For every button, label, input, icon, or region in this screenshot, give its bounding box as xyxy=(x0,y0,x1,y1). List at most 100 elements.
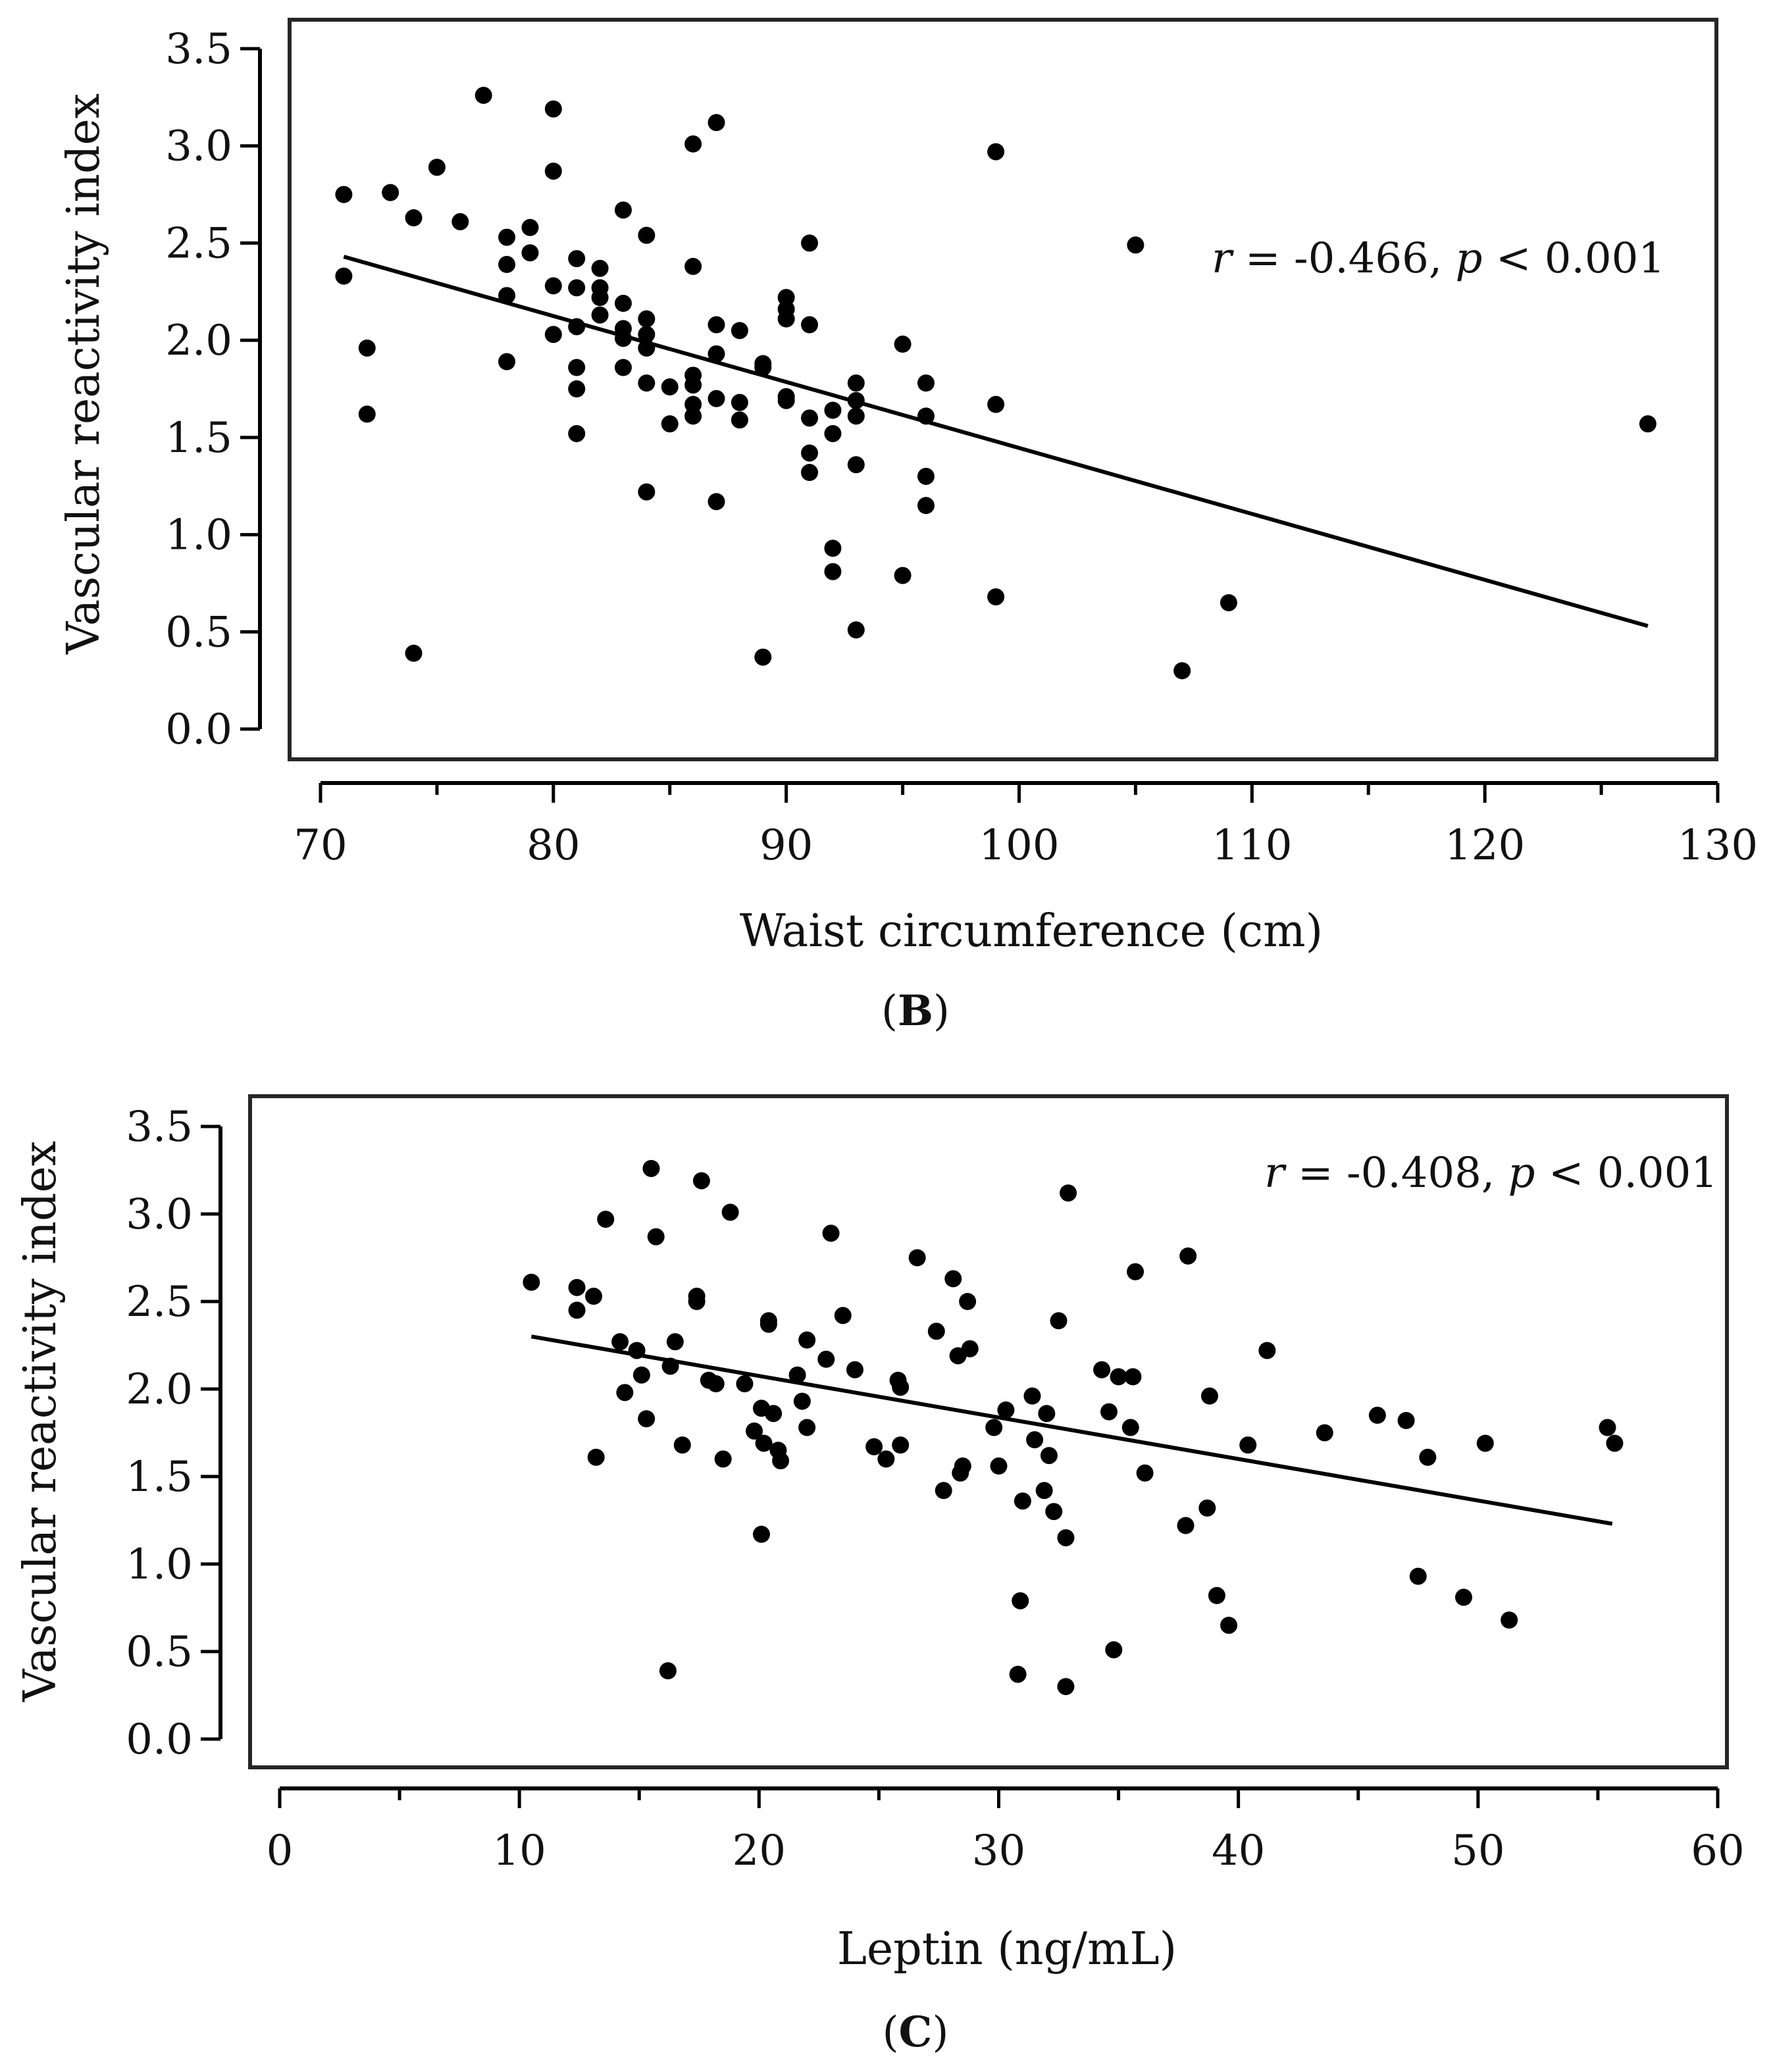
panel-b-data-point xyxy=(335,186,353,203)
panel-c-data-point xyxy=(587,1448,605,1466)
panel-b-data-point xyxy=(754,648,772,666)
panel-b-data-point xyxy=(1173,662,1191,680)
panel-b-data-point xyxy=(614,201,632,219)
panel-b-data-point xyxy=(777,310,795,328)
panel-b-data-point xyxy=(801,234,819,252)
panel-b-y-tick-label: 3.0 xyxy=(165,122,232,171)
panel-b-data-point xyxy=(684,407,702,425)
panel-c-data-point xyxy=(1179,1247,1197,1265)
panel-b-y-tick-label: 2.5 xyxy=(165,219,232,268)
panel-b-points xyxy=(335,86,1657,680)
panel-b-data-point xyxy=(498,353,516,370)
panel-b-data-point xyxy=(894,336,912,353)
panel-c-data-point xyxy=(772,1452,790,1470)
panel-c-data-point xyxy=(959,1293,977,1310)
panel-b-data-point xyxy=(684,135,702,153)
panel-c-data-point xyxy=(759,1315,777,1333)
panel-b-data-point xyxy=(405,209,423,227)
panel-c-y-tick-label: 2.5 xyxy=(126,1278,193,1327)
panel-b-data-point xyxy=(638,310,655,328)
panel-c-data-point xyxy=(752,1525,770,1543)
panel-b-data-point xyxy=(707,345,725,363)
panel-c-data-point xyxy=(1177,1517,1195,1534)
panel-c-data-point xyxy=(1127,1263,1144,1280)
panel-b-data-point xyxy=(591,306,609,324)
panel-c-data-point xyxy=(568,1278,586,1296)
panel-c-trend-line xyxy=(530,1334,1613,1526)
panel-b-y-tick-label: 1.5 xyxy=(165,414,232,463)
panel-c-x-axis-title: Leptin (ng/mL) xyxy=(837,1923,1177,1975)
panel-c-data-point xyxy=(1012,1592,1029,1609)
panel-b-data-point xyxy=(568,424,586,442)
panel-b-x-tick-label: 90 xyxy=(759,821,813,870)
panel-b-data-point xyxy=(1220,594,1237,611)
panel-c-y-tick-label: 0.5 xyxy=(126,1628,193,1677)
panel-c-tick-labels: 0.0 0.5 1.0 1.5 2.0 2.5 3.0 3.5 0 10 20 30 40 50 60 xyxy=(126,1103,1745,1875)
panel-b-data-point xyxy=(731,322,748,340)
panel-c-x-tick-label: 40 xyxy=(1212,1827,1265,1875)
panel-c-data-point xyxy=(1045,1503,1063,1521)
panel-c-data-point xyxy=(611,1333,629,1351)
panel-c-data-point xyxy=(1050,1312,1067,1330)
panel-b-x-tick-label: 110 xyxy=(1212,821,1292,870)
panel-b-data-point xyxy=(638,339,655,357)
panel-c-x-tick-label: 30 xyxy=(972,1827,1025,1875)
panel-c-y-tick-label: 1.5 xyxy=(126,1453,193,1502)
panel-b-data-point xyxy=(824,540,842,557)
panel-b-data-point xyxy=(475,86,492,104)
panel-c-data-point xyxy=(944,1270,962,1288)
panel-b-tick-labels: 0.0 0.5 1.0 1.5 2.0 2.5 3.0 3.5 70 80 90 100 110 120 1… xyxy=(165,25,1758,870)
panel-c-data-point xyxy=(707,1375,725,1393)
panel-c-data-point xyxy=(568,1301,586,1319)
panel-b-data-point xyxy=(428,159,446,176)
panel-b-label: (B) xyxy=(881,986,950,1036)
panel-b-data-point xyxy=(987,588,1005,606)
panel-b-data-point xyxy=(544,326,562,343)
panel-b-data-point xyxy=(661,378,679,396)
panel-b-data-point xyxy=(754,359,772,376)
panel-c-data-point xyxy=(616,1384,634,1402)
panel-b-data-point xyxy=(1127,236,1144,254)
panel-b-data-point xyxy=(638,483,655,501)
panel-c-data-point xyxy=(834,1307,852,1325)
panel-b-x-tick-label: 130 xyxy=(1678,821,1758,870)
panel-c-data-point xyxy=(908,1249,926,1267)
panel-b-data-point xyxy=(917,497,935,515)
panel-b-data-point xyxy=(847,621,865,639)
panel-c-data-point xyxy=(1239,1436,1257,1454)
panel-b-data-point xyxy=(358,405,376,423)
panel-c-data-point xyxy=(788,1366,806,1384)
panel-c-data-point xyxy=(585,1288,603,1305)
panel-c-data-point xyxy=(892,1378,910,1396)
panel-c-data-point xyxy=(1606,1434,1624,1452)
panel-b-data-point xyxy=(614,330,632,347)
panel-b-data-point xyxy=(847,392,865,409)
panel-b-data-point xyxy=(568,380,586,397)
panel-c-data-point xyxy=(666,1333,684,1351)
panel-b-data-point xyxy=(521,244,539,262)
panel-b-x-tick-label: 100 xyxy=(979,821,1059,870)
panel-b-data-point xyxy=(544,100,562,118)
panel-b-waist-chart: 0.0 0.5 1.0 1.5 2.0 2.5 3.0 3.5 70 80 90 100 110 120 1… xyxy=(58,18,1758,1036)
panel-b-data-point xyxy=(568,279,586,297)
panel-b-data-point xyxy=(661,415,679,433)
panel-c-data-point xyxy=(692,1172,710,1190)
panel-b-data-point xyxy=(824,563,842,580)
panel-c-data-point xyxy=(755,1434,773,1452)
panel-b-data-point xyxy=(847,374,865,392)
panel-c-data-point xyxy=(1093,1361,1111,1378)
panel-c-data-point xyxy=(642,1159,660,1177)
panel-c-y-tick-label: 3.5 xyxy=(126,1103,193,1151)
panel-c-data-point xyxy=(793,1392,811,1410)
panel-b-data-point xyxy=(731,411,748,429)
panel-c-data-point xyxy=(1476,1434,1494,1452)
panel-c-leptin-chart: 0.0 0.5 1.0 1.5 2.0 2.5 3.0 3.5 0 10 20 30 40 50 60 r … xyxy=(14,1094,1745,2057)
panel-b-data-point xyxy=(987,395,1005,413)
panel-c-data-point xyxy=(817,1350,835,1368)
panel-b-x-tick-label: 80 xyxy=(527,821,580,870)
panel-c-data-point xyxy=(1368,1406,1386,1424)
panel-b-data-point xyxy=(614,359,632,376)
panel-c-data-point xyxy=(628,1342,646,1359)
panel-b-data-point xyxy=(987,143,1005,161)
panel-c-x-tick-label: 10 xyxy=(492,1827,546,1875)
